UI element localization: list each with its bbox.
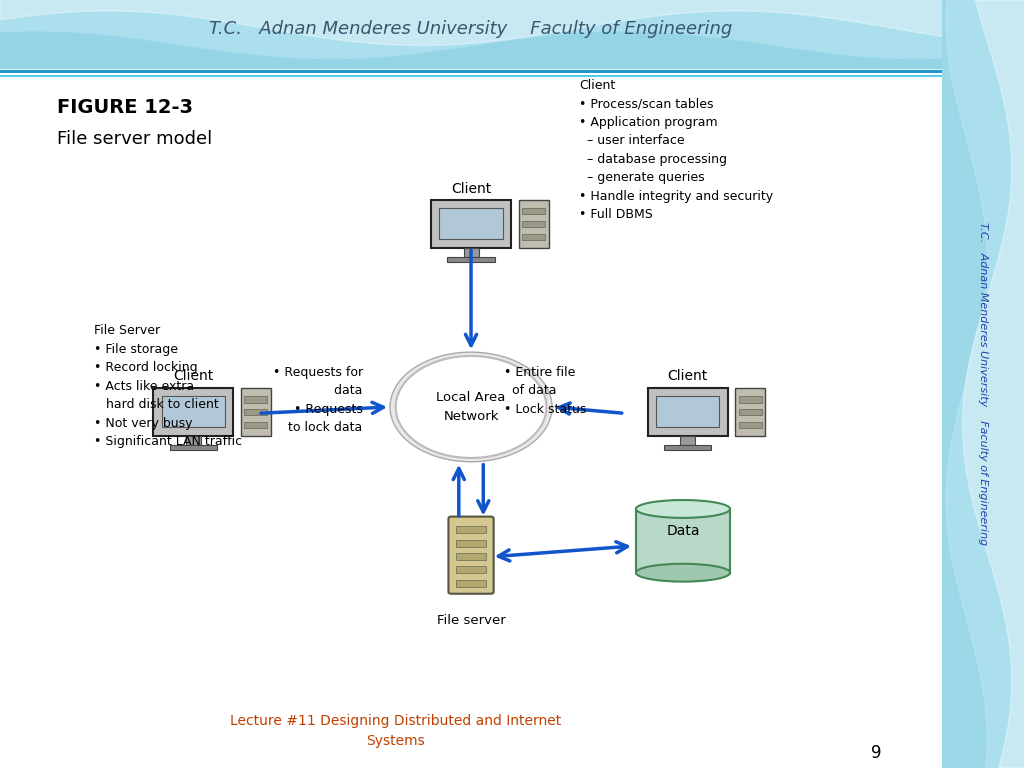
Text: T.C.   Adnan Menderes University    Faculty of Engineering: T.C. Adnan Menderes University Faculty o… <box>210 20 732 38</box>
Bar <box>522 221 545 227</box>
Bar <box>170 445 217 450</box>
Bar <box>464 247 478 257</box>
Circle shape <box>395 356 547 458</box>
Bar <box>245 422 267 428</box>
Bar <box>456 580 486 587</box>
Text: Client: Client <box>451 182 492 196</box>
Text: File Server
• File storage
• Record locking
• Acts like extra
   hard disk to cl: File Server • File storage • Record lock… <box>94 324 243 448</box>
Bar <box>656 396 719 427</box>
Bar <box>518 200 549 247</box>
Circle shape <box>390 353 552 462</box>
Bar <box>439 208 503 240</box>
Bar <box>456 566 486 574</box>
Bar <box>680 435 695 445</box>
Bar <box>456 553 486 560</box>
FancyBboxPatch shape <box>449 517 494 594</box>
Ellipse shape <box>636 564 730 581</box>
Bar <box>447 257 495 262</box>
Bar <box>245 409 267 415</box>
Bar <box>185 435 201 445</box>
Text: T.C.   Adnan Menderes University    Faculty of Engineering: T.C. Adnan Menderes University Faculty o… <box>978 223 988 545</box>
Bar <box>154 388 233 435</box>
Bar <box>456 540 486 547</box>
Bar <box>665 445 712 450</box>
Bar <box>456 526 486 533</box>
Bar <box>241 388 270 435</box>
Text: Data: Data <box>667 525 699 538</box>
Text: Client: Client <box>668 369 708 383</box>
Text: 9: 9 <box>870 743 882 762</box>
Bar <box>739 396 762 402</box>
Text: Client: Client <box>173 369 213 383</box>
Ellipse shape <box>636 500 730 518</box>
Bar <box>522 208 545 214</box>
Text: • Entire file
  of data
• Lock status: • Entire file of data • Lock status <box>504 366 587 415</box>
Bar <box>648 388 728 435</box>
Text: File server model: File server model <box>56 131 212 148</box>
Text: Local Area
Network: Local Area Network <box>436 391 506 423</box>
Bar <box>522 233 545 240</box>
Text: File server: File server <box>436 614 506 627</box>
Bar <box>739 422 762 428</box>
Text: • Requests for
  data
• Requests
  to lock data: • Requests for data • Requests to lock d… <box>272 366 362 434</box>
Text: FIGURE 12-3: FIGURE 12-3 <box>56 98 193 117</box>
Bar <box>245 396 267 402</box>
Text: Client
• Process/scan tables
• Application program
  – user interface
  – databa: Client • Process/scan tables • Applicati… <box>580 78 773 221</box>
Bar <box>735 388 766 435</box>
Bar <box>162 396 224 427</box>
Text: Lecture #11 Designing Distributed and Internet
Systems: Lecture #11 Designing Distributed and In… <box>230 714 561 748</box>
Bar <box>431 200 511 247</box>
Bar <box>739 409 762 415</box>
Bar <box>636 509 730 573</box>
